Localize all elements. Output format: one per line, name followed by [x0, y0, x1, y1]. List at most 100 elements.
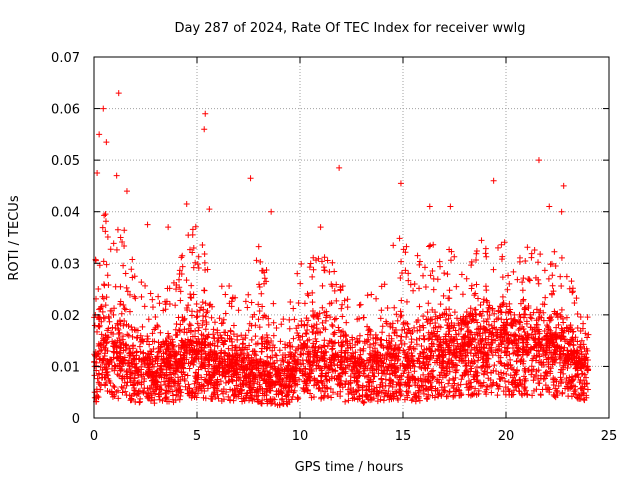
data-point	[515, 327, 522, 334]
data-point	[265, 321, 272, 328]
data-point	[156, 396, 163, 403]
data-point	[577, 344, 584, 351]
data-point	[242, 298, 249, 305]
data-point	[553, 311, 560, 318]
data-point	[497, 359, 504, 366]
data-point	[257, 258, 264, 265]
data-point	[355, 384, 362, 391]
data-point	[520, 325, 527, 332]
data-point	[577, 314, 584, 321]
data-point	[522, 311, 529, 318]
data-point	[176, 396, 183, 403]
data-point	[430, 324, 437, 331]
data-point	[400, 321, 407, 328]
data-point	[552, 263, 559, 270]
data-point	[408, 350, 415, 357]
data-point	[323, 308, 330, 315]
data-point	[580, 396, 587, 403]
data-point	[519, 287, 526, 294]
data-point	[141, 375, 148, 382]
data-point	[296, 376, 303, 383]
x-tick-label-10: 10	[292, 429, 309, 444]
data-point	[538, 314, 545, 321]
data-point	[298, 260, 305, 267]
data-point	[172, 371, 179, 378]
data-point	[263, 332, 270, 338]
data-point	[276, 402, 283, 409]
data-point	[309, 299, 316, 306]
data-point	[324, 257, 331, 264]
data-point	[202, 326, 209, 333]
data-point	[467, 305, 474, 312]
data-point	[295, 300, 302, 307]
x-tick-label-20: 20	[498, 429, 515, 444]
data-point	[277, 361, 284, 368]
data-point	[510, 268, 517, 275]
data-point	[155, 293, 162, 300]
data-point	[494, 329, 501, 336]
data-point	[467, 311, 474, 318]
data-point	[506, 280, 513, 287]
data-point	[467, 379, 474, 386]
data-point	[398, 270, 405, 277]
x-tick-label-15: 15	[395, 429, 412, 444]
data-point	[388, 367, 395, 374]
data-point	[313, 338, 320, 345]
data-point	[450, 384, 457, 391]
data-point	[383, 318, 390, 325]
data-point	[297, 280, 304, 287]
data-point	[121, 317, 128, 324]
x-tick-label-5: 5	[193, 429, 201, 444]
data-point	[520, 360, 527, 367]
data-point	[125, 323, 132, 330]
data-point	[551, 248, 558, 255]
data-point	[350, 353, 357, 360]
data-point	[198, 304, 205, 311]
data-point	[176, 328, 183, 335]
data-point	[144, 335, 151, 342]
data-point	[458, 325, 465, 332]
data-point	[338, 343, 345, 350]
data-point	[178, 270, 185, 277]
data-point	[306, 264, 313, 271]
data-point	[535, 280, 542, 287]
data-point	[270, 332, 277, 339]
data-point	[222, 329, 229, 336]
data-point	[178, 254, 185, 261]
data-point	[421, 264, 428, 271]
data-point	[582, 330, 589, 337]
data-point	[259, 334, 266, 341]
data-point	[204, 385, 211, 392]
data-point	[248, 336, 255, 343]
data-point	[118, 310, 125, 317]
data-point	[515, 387, 522, 394]
data-point	[475, 295, 482, 302]
data-point	[491, 362, 498, 369]
data-point	[584, 334, 591, 341]
data-point	[383, 337, 390, 344]
data-point	[344, 304, 351, 311]
data-point	[552, 347, 559, 354]
data-point	[366, 350, 373, 357]
data-point	[301, 321, 308, 328]
data-point	[442, 316, 449, 323]
data-point	[495, 244, 502, 251]
data-point	[187, 322, 194, 329]
data-point	[558, 282, 565, 289]
data-point	[123, 382, 130, 389]
data-point	[353, 388, 360, 395]
data-point	[138, 279, 145, 286]
data-point	[445, 380, 452, 387]
data-point	[350, 394, 357, 401]
data-point	[335, 324, 342, 331]
data-point	[117, 344, 124, 351]
data-point	[325, 369, 332, 376]
data-point	[189, 226, 196, 233]
data-point	[341, 297, 348, 304]
data-point	[333, 315, 340, 322]
data-point	[218, 320, 225, 327]
data-point	[569, 289, 576, 296]
data-point	[373, 295, 380, 302]
data-point	[432, 320, 439, 326]
